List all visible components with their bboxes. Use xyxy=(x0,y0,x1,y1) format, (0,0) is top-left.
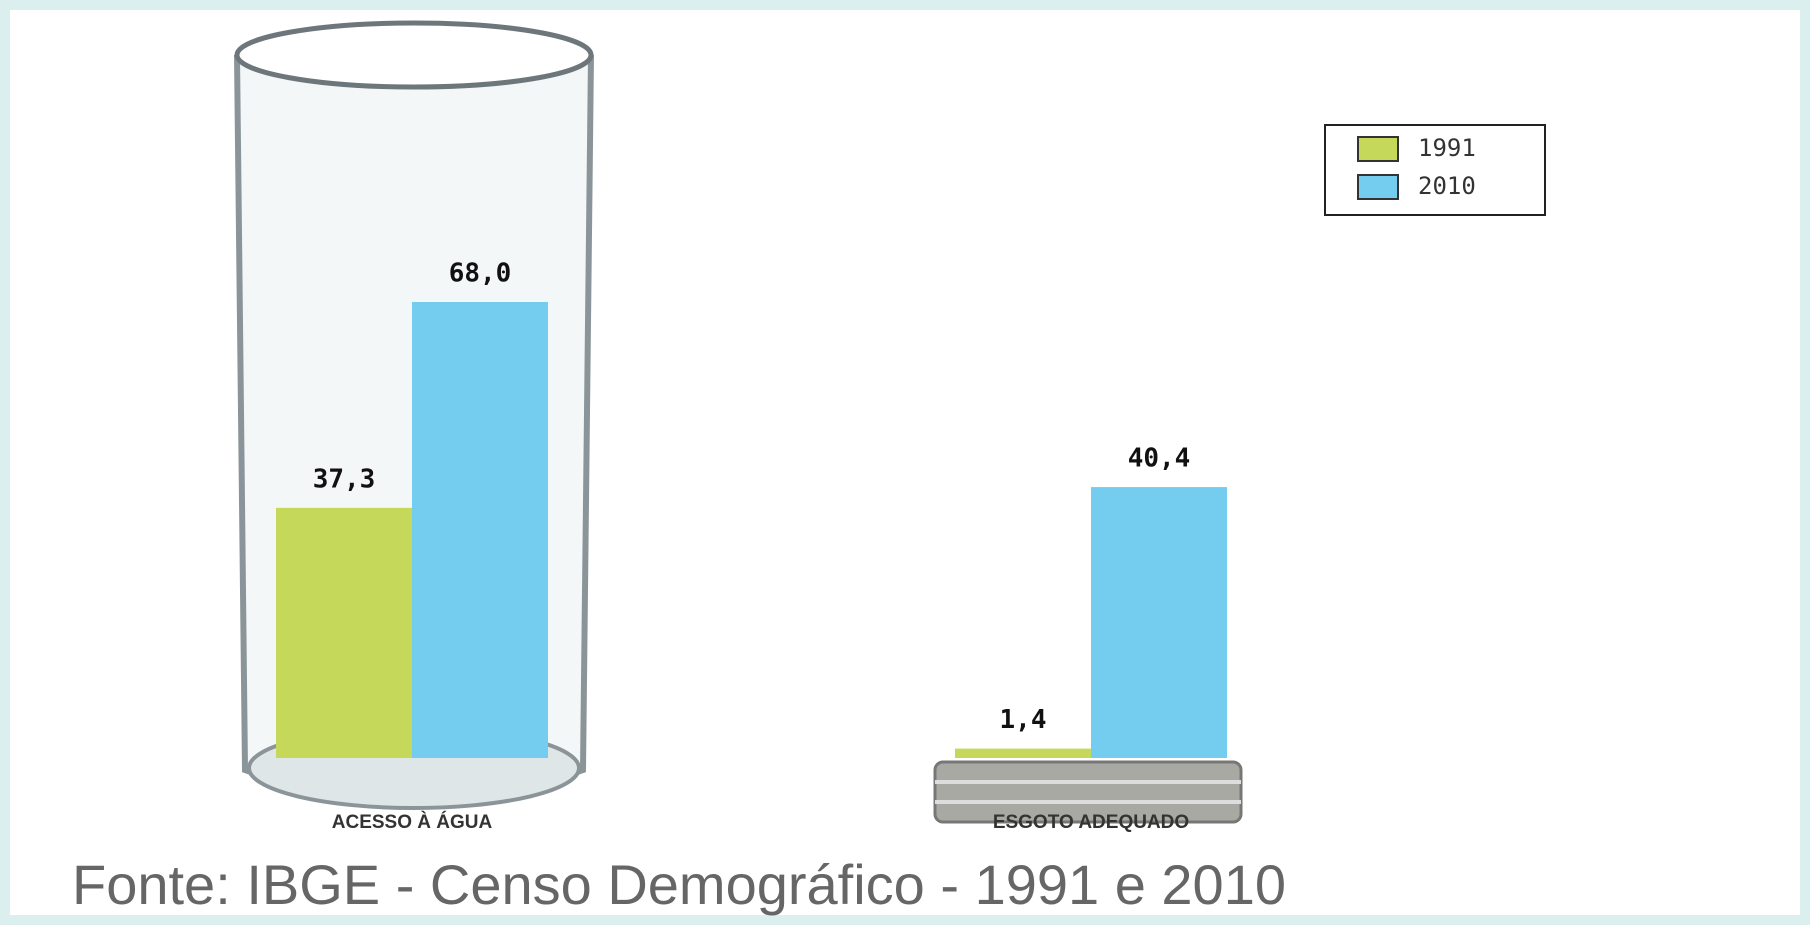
value-label: 37,3 xyxy=(313,464,376,494)
coins xyxy=(933,760,1243,824)
legend-swatch xyxy=(1357,174,1399,200)
source-note: Fonte: IBGE - Censo Demográfico - 1991 e… xyxy=(72,853,1286,916)
value-label: 68,0 xyxy=(449,259,512,289)
value-label: 40,4 xyxy=(1128,444,1191,474)
bar xyxy=(412,302,548,758)
glass-rim xyxy=(234,20,594,90)
value-label: 1,4 xyxy=(1000,705,1047,735)
bar xyxy=(1091,487,1227,758)
legend-label: 2010 xyxy=(1418,172,1476,200)
bar xyxy=(276,507,412,758)
bar xyxy=(955,748,1091,758)
legend-label: 1991 xyxy=(1418,134,1476,162)
x-tick-label: ACESSO À ÁGUA xyxy=(332,811,493,833)
coin-stack xyxy=(933,760,1243,824)
legend-swatch xyxy=(1357,136,1399,162)
x-tick-label: ESGOTO ADEQUADO xyxy=(993,812,1189,833)
